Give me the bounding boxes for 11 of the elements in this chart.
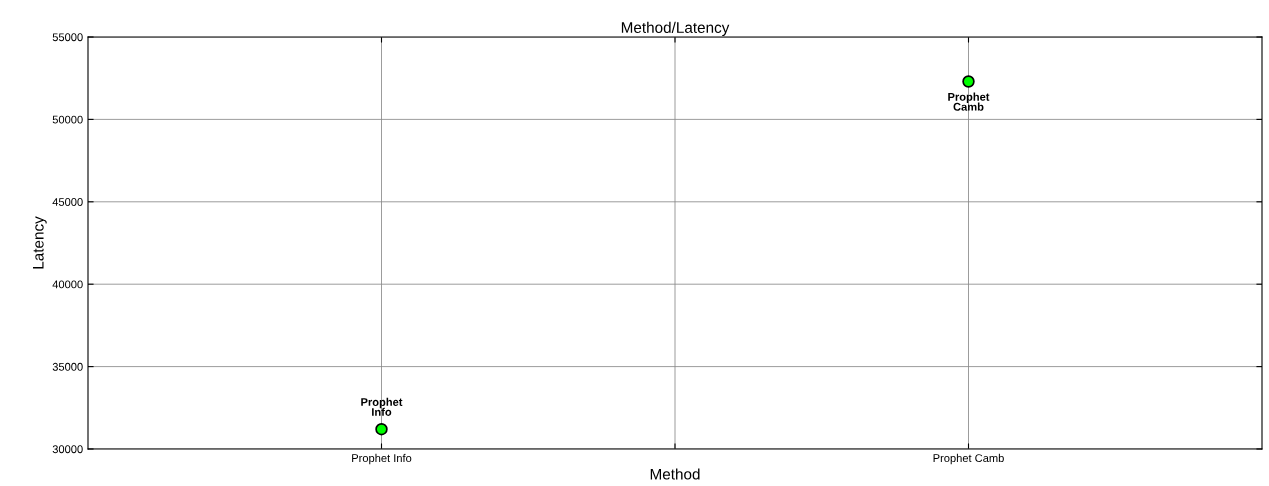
y-tick-label: 30000 — [52, 445, 83, 454]
annotation: Prophet Camb — [948, 92, 990, 111]
y-tick-label: 35000 — [52, 362, 83, 371]
annotation: Prophet Info — [361, 397, 403, 416]
y-tick-label: 40000 — [52, 280, 83, 289]
y-axis-title: Latency — [33, 216, 47, 269]
chart-title: Method/Latency — [621, 21, 730, 36]
y-tick-label: 45000 — [52, 198, 83, 206]
y-tick-label: 50000 — [52, 115, 83, 124]
y-tick-label: 55000 — [52, 33, 83, 42]
x-axis-title: Method — [650, 468, 700, 480]
